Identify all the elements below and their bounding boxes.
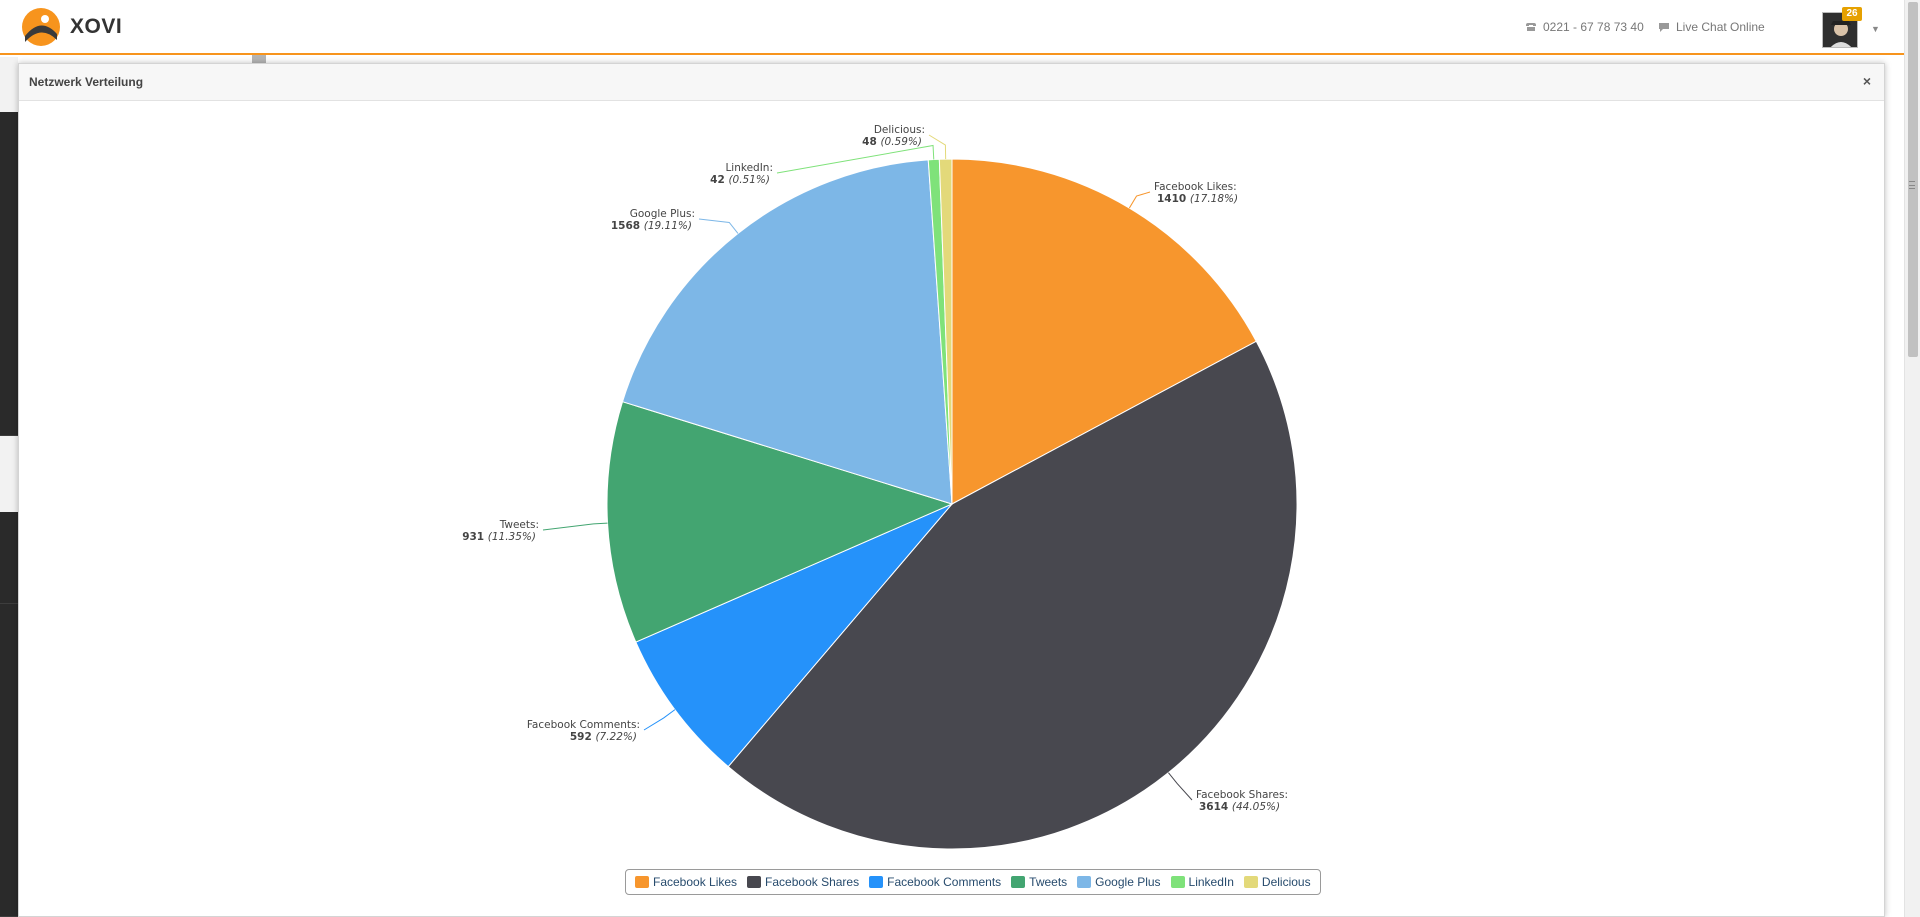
data-label-name: Tweets:: [499, 519, 539, 531]
pie-slice-facebook-shares[interactable]: [727, 340, 1298, 850]
legend-label: Facebook Comments: [887, 875, 1002, 889]
phone-text: 0221 - 67 78 73 40: [1543, 20, 1644, 34]
legend-swatch: [1011, 876, 1026, 888]
data-label-connector: [643, 709, 676, 731]
legend-swatch: [1077, 876, 1092, 888]
data-label-name: Google Plus:: [630, 208, 695, 220]
legend-item-facebook-likes[interactable]: Facebook Likes: [635, 875, 737, 889]
data-label-name: Facebook Shares:: [1196, 789, 1288, 801]
legend-swatch: [869, 876, 884, 888]
sidebar-menu-block: [0, 112, 18, 436]
legend-item-facebook-shares[interactable]: Facebook Shares: [747, 875, 859, 889]
data-label-connector: [698, 218, 739, 234]
sidebar-menu-block: [0, 604, 18, 917]
legend-swatch: [635, 876, 649, 888]
logo-text: XOVI: [70, 15, 123, 38]
logo-icon: [22, 8, 60, 46]
legend-swatch: [1243, 876, 1258, 888]
phone-number[interactable]: 0221 - 67 78 73 40: [1525, 20, 1644, 34]
vertical-scrollbar[interactable]: [1904, 0, 1920, 917]
scrollbar-thumb[interactable]: [1908, 2, 1918, 357]
xovi-logo[interactable]: XOVI: [20, 6, 122, 48]
app-header: XOVI 0221 - 67 78 73 40 Live Chat Online…: [0, 0, 1904, 55]
dialog-header: Netzwerk Verteilung ×: [19, 64, 1884, 101]
data-label-name: Facebook Comments:: [527, 719, 640, 731]
legend-item-facebook-comments[interactable]: Facebook Comments: [869, 875, 1001, 889]
legend-swatch: [1170, 876, 1185, 888]
legend-item-linkedin[interactable]: LinkedIn: [1170, 875, 1234, 889]
data-label-name: Facebook Likes:: [1154, 181, 1237, 193]
chevron-down-icon[interactable]: ▼: [1871, 24, 1880, 34]
legend-item-delicious[interactable]: Delicious: [1243, 875, 1311, 889]
user-avatar[interactable]: [1822, 12, 1858, 48]
data-label-connector: [1168, 772, 1193, 801]
chat-text: Live Chat Online: [1676, 20, 1765, 34]
data-label-name: LinkedIn:: [725, 162, 773, 174]
avatar-image-icon: [1823, 13, 1857, 47]
legend-label: Facebook Shares: [765, 875, 860, 889]
data-label-value: 48 (0.59%): [862, 136, 922, 148]
data-label-connector: [1128, 191, 1151, 209]
data-label-connector: [542, 522, 608, 531]
data-label-value: 931 (11.35%): [462, 531, 536, 543]
legend-label: Facebook Likes: [653, 875, 738, 889]
legend-item-google-plus[interactable]: Google Plus: [1077, 875, 1161, 889]
live-chat-link[interactable]: Live Chat Online: [1658, 20, 1765, 34]
data-label-value: 1568 (19.11%): [611, 220, 692, 232]
pie-slice-facebook-likes[interactable]: [951, 158, 1257, 505]
network-distribution-dialog: Netzwerk Verteilung × Facebook Likes: 141…: [18, 63, 1885, 917]
data-label-value: 42 (0.51%): [710, 174, 770, 186]
legend-label: Google Plus: [1095, 875, 1161, 889]
chat-bubble-icon: [1659, 23, 1669, 32]
chart-legend: Facebook Likes Facebook Shares Facebook Co…: [625, 869, 1321, 895]
legend-label: LinkedIn: [1188, 875, 1234, 889]
data-label-connector: [776, 144, 935, 174]
legend-label: Tweets: [1029, 875, 1068, 889]
sidebar-menu-block: [0, 512, 18, 604]
scrollbar-grip-icon: [1909, 181, 1915, 189]
data-label-value: 1410 (17.18%): [1157, 193, 1238, 205]
data-label-value: 592 (7.22%): [570, 731, 637, 743]
legend-label: Delicious: [1261, 875, 1311, 889]
page-scroll-handle[interactable]: [252, 55, 266, 63]
data-label-connector: [928, 134, 947, 160]
legend-swatch: [747, 876, 762, 888]
pie-slice-facebook-comments[interactable]: [635, 503, 953, 768]
data-label-value: 3614 (44.05%): [1199, 801, 1280, 813]
data-label-name: Delicious:: [874, 124, 925, 136]
pie-slice-google-plus[interactable]: [621, 159, 953, 505]
notification-badge[interactable]: 26: [1842, 7, 1862, 21]
dialog-title: Netzwerk Verteilung: [29, 75, 144, 89]
phone-icon: [1526, 23, 1536, 31]
legend-item-tweets[interactable]: Tweets: [1011, 875, 1067, 889]
close-icon[interactable]: ×: [1862, 73, 1872, 89]
pie-chart: Facebook Likes:1410 (17.18%) Facebook Sha…: [462, 124, 1298, 850]
